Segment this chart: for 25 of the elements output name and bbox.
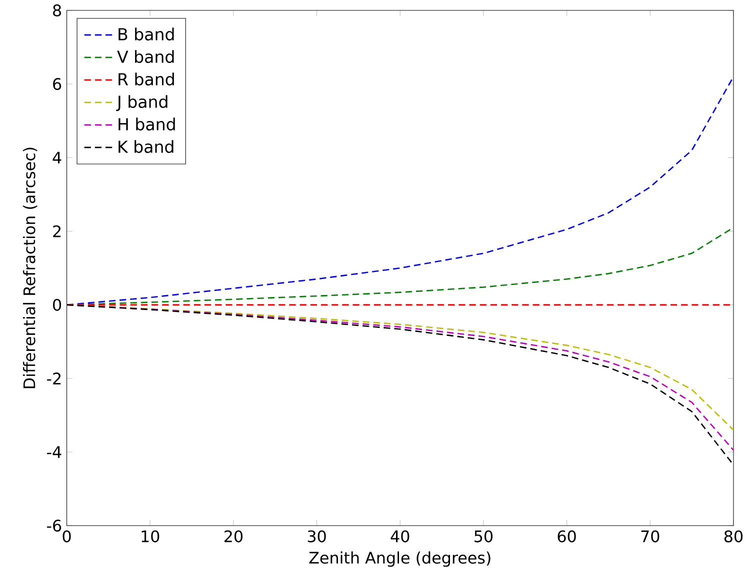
legend-label: J band	[116, 94, 168, 111]
x-tick-label: 20	[224, 530, 242, 542]
y-tick-label: 2	[53, 225, 61, 237]
legend-label: H band	[118, 117, 175, 130]
x-tick-label: 60	[558, 530, 576, 542]
y-tick-label: -6	[47, 519, 62, 532]
x-tick-label: 50	[474, 530, 493, 542]
x-tick-label: 40	[390, 530, 410, 542]
x-axis-title: Zenith Angle (degrees)	[309, 551, 490, 567]
legend-label: K band	[118, 140, 174, 153]
y-tick-label: 4	[52, 152, 62, 164]
legend-label: R band	[118, 72, 174, 86]
x-tick-label: 30	[308, 530, 326, 542]
x-tick-label: 10	[142, 530, 160, 542]
legend-label: V band	[117, 50, 174, 63]
x-tick-label: 70	[641, 530, 660, 542]
legend-label: B band	[118, 27, 174, 40]
y-axis-title: Differential Refraction (arcsec)	[23, 148, 38, 388]
x-tick-label: 80	[724, 530, 743, 542]
y-tick-label: 0	[53, 298, 62, 311]
y-tick-label: 8	[53, 4, 62, 16]
x-tick-label: 0	[62, 530, 71, 542]
y-tick-label: 6	[53, 78, 62, 90]
y-tick-label: -4	[47, 446, 62, 458]
y-tick-label: -2	[47, 372, 61, 384]
